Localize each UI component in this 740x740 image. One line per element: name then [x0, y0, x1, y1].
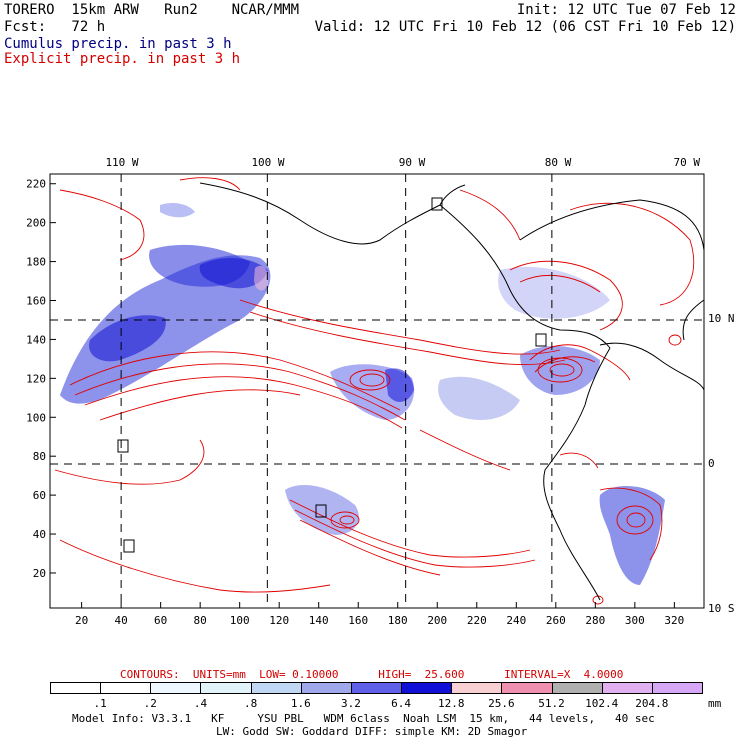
- valid-time: Valid: 12 UTC Fri 10 Feb 12 (06 CST Fri …: [314, 19, 736, 35]
- x-axis-ticks: 20 40 60 80 100 120 140 160 180 200 220 240 260 280 30…: [75, 602, 684, 627]
- colorbar-swatch-3: [200, 682, 252, 694]
- lon-label-3: 80 W: [545, 156, 572, 169]
- colorbar-label-3: .8: [243, 697, 258, 710]
- colorbar-swatch-6: [350, 682, 403, 694]
- colorbar-swatch-0: [50, 682, 102, 694]
- y-tick-label-3: 160: [26, 295, 46, 308]
- lon-label-0: 110 W: [105, 156, 138, 169]
- y-tick-label-9: 40: [33, 528, 46, 541]
- colorbar-swatch-1: [100, 682, 152, 694]
- colorbar-swatch-8: [451, 682, 503, 694]
- y-tick-label-5: 120: [26, 372, 46, 385]
- contour-info: CONTOURS: UNITS=mm LOW= 0.10000 HIGH= 25…: [120, 668, 624, 681]
- x-tick-label-8: 180: [388, 614, 408, 627]
- y-axis-ticks: 220 200 180 160 140 120 100 80 60 40 20: [26, 178, 56, 580]
- x-tick-label-11: 240: [506, 614, 526, 627]
- colorbar-swatch-4: [250, 682, 302, 694]
- x-tick-label-0: 20: [75, 614, 88, 627]
- y-tick-label-8: 60: [33, 489, 46, 502]
- x-tick-label-1: 40: [115, 614, 128, 627]
- physics-info: LW: Godd SW: Goddard DIFF: simple KM: 2D…: [216, 725, 528, 738]
- colorbar-label-4: 1.6: [290, 697, 311, 710]
- lon-label-4: 70 W: [674, 156, 701, 169]
- colorbar-label-7: 12.8: [437, 697, 465, 710]
- colorbar-label-5: 3.2: [340, 697, 361, 710]
- map-frame: [49, 173, 705, 609]
- colorbar-label-9: 51.2: [538, 697, 565, 710]
- model-info: Model Info: V3.3.1 KF YSU PBL WDM 6class…: [72, 712, 655, 725]
- y-tick-label-6: 100: [26, 411, 46, 424]
- x-tick-label-15: 320: [664, 614, 684, 627]
- cumulus-precip-label: Cumulus precip. in past 3 h: [4, 36, 232, 52]
- y-tick-label-2: 180: [26, 256, 46, 269]
- y-tick-label-0: 220: [26, 178, 46, 191]
- coastlines: [199, 182, 705, 601]
- forecast-hour: Fcst: 72 h: [4, 19, 106, 35]
- x-tick-label-12: 260: [546, 614, 566, 627]
- lat-label-1: 0: [708, 457, 715, 470]
- lat-label-2: 10 S: [708, 602, 735, 615]
- x-tick-label-3: 80: [194, 614, 207, 627]
- colorbar-swatch-2: [150, 682, 202, 694]
- colorbar-label-6: 6.4: [391, 697, 411, 710]
- x-tick-label-4: 100: [230, 614, 250, 627]
- lon-label-1: 100 W: [251, 156, 284, 169]
- lat-label-0: 10 N: [708, 312, 735, 325]
- station-markers: [117, 197, 547, 553]
- x-tick-label-6: 140: [309, 614, 329, 627]
- init-time: Init: 12 UTC Tue 07 Feb 12: [516, 2, 736, 18]
- colorbar-swatch-9: [501, 682, 553, 694]
- colorbar-label-8: 25.6: [488, 697, 515, 710]
- explicit-precip-contours: [54, 177, 695, 605]
- colorbar-label-11: 204.8: [635, 697, 669, 710]
- x-tick-label-14: 300: [625, 614, 645, 627]
- explicit-precip-label: Explicit precip. in past 3 h: [4, 51, 241, 67]
- lat-lon-grid: [50, 174, 704, 608]
- x-tick-label-9: 200: [427, 614, 447, 627]
- y-tick-label-7: 80: [33, 450, 46, 463]
- x-tick-label-13: 280: [585, 614, 605, 627]
- colorbar-swatch-5: [300, 682, 352, 694]
- colorbar-unit: mm: [708, 697, 722, 710]
- colorbar-label-0: .1: [93, 697, 107, 710]
- x-tick-label-5: 120: [269, 614, 289, 627]
- colorbar-swatch-10: [551, 682, 603, 694]
- cumulus-precip-shading: [60, 202, 665, 585]
- longitude-labels: 110 W 100 W 90 W 80 W 70 W: [105, 156, 700, 169]
- latitude-labels: 10 N 0 10 S: [708, 312, 735, 615]
- x-tick-label-10: 220: [467, 614, 487, 627]
- colorbar-label-1: .2: [143, 697, 157, 710]
- x-tick-label-7: 160: [348, 614, 368, 627]
- colorbar-label-10: 102.4: [585, 697, 619, 710]
- colorbar-swatch-12: [651, 682, 703, 694]
- y-tick-label-4: 140: [26, 333, 46, 346]
- lon-label-2: 90 W: [399, 156, 426, 169]
- colorbar-label-2: .4: [193, 697, 208, 710]
- model-run-title: TORERO 15km ARW Run2 NCAR/MMM: [4, 2, 300, 18]
- colorbar-swatch-7: [401, 682, 453, 694]
- colorbar-swatch-11: [601, 682, 653, 694]
- x-tick-label-2: 60: [154, 614, 167, 627]
- y-tick-label-1: 200: [26, 217, 46, 230]
- y-tick-label-10: 20: [33, 567, 46, 580]
